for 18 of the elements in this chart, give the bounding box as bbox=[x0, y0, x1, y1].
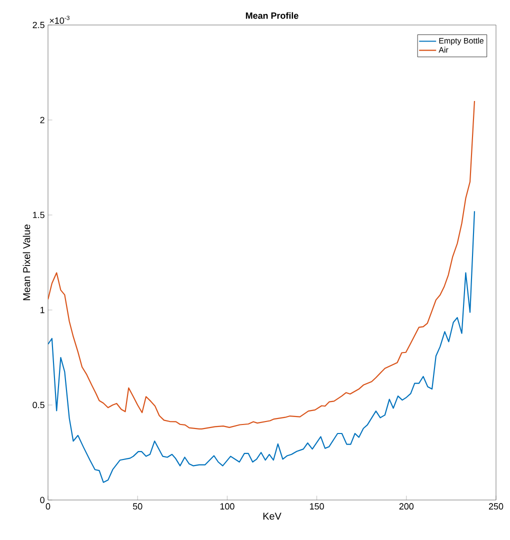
y-tick-label: 2 bbox=[40, 116, 44, 124]
text: ×10$^{-3}$ bbox=[50, 16, 70, 24]
y-tick-label: 0.5 bbox=[32, 402, 44, 408]
x-tick-label: 100 bbox=[220, 503, 234, 510]
y-tick-label: 1.5 bbox=[33, 212, 44, 218]
x-axis-title: KeV bbox=[263, 512, 282, 520]
y-axis-title: Mean Pixel Value bbox=[22, 224, 30, 300]
x-tick-label: 200 bbox=[399, 503, 414, 510]
line-series bbox=[48, 210, 476, 483]
y-tick-label: 0 bbox=[40, 496, 44, 504]
y-tick-label: 1 bbox=[40, 306, 44, 314]
chart-title: Mean Profile bbox=[246, 12, 298, 19]
line-series bbox=[48, 100, 476, 430]
x-tick-label: 0 bbox=[46, 503, 50, 510]
y-tick-label: 2.5 bbox=[32, 22, 44, 28]
x-tick-label: 50 bbox=[132, 503, 142, 510]
x-tick-label: 250 bbox=[488, 503, 504, 510]
x-tick-label: 150 bbox=[310, 503, 324, 510]
